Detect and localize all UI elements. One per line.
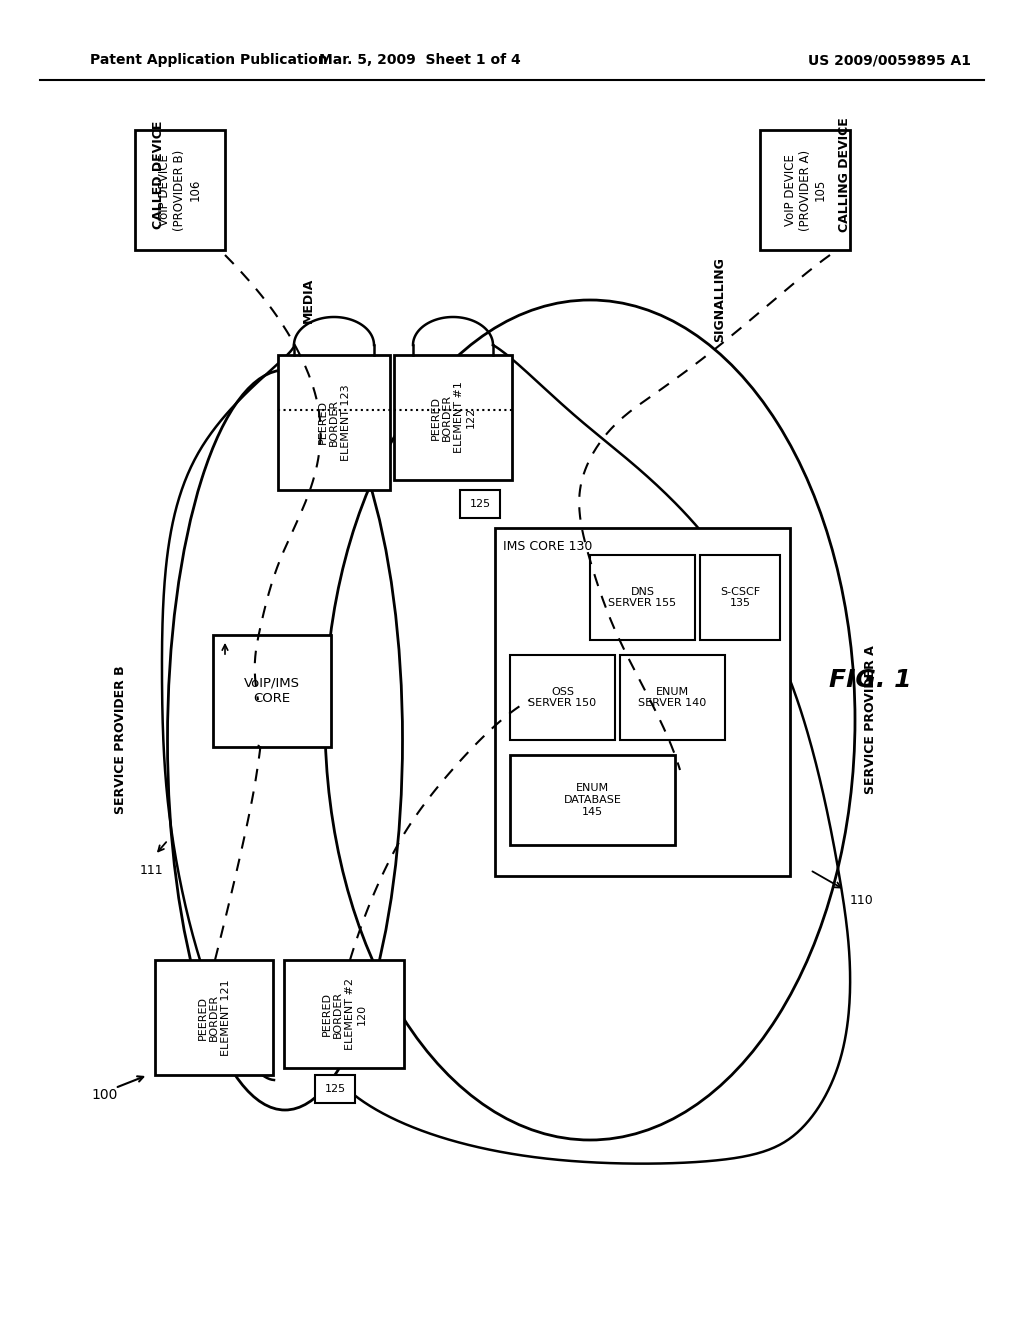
Text: 111: 111 <box>140 863 164 876</box>
Text: PEERED
BORDER
ELEMENT #2
120: PEERED BORDER ELEMENT #2 120 <box>322 978 367 1049</box>
Bar <box>620 655 725 741</box>
Text: VoIP/IMS
CORE: VoIP/IMS CORE <box>244 677 300 705</box>
Bar <box>760 129 850 249</box>
Text: CALLED DEVICE: CALLED DEVICE <box>152 121 165 230</box>
Text: SIGNALLING: SIGNALLING <box>714 257 726 342</box>
Bar <box>700 554 780 640</box>
Text: PEERED
BORDER
ELEMENT 123: PEERED BORDER ELEMENT 123 <box>317 384 350 461</box>
Bar <box>590 554 695 640</box>
Bar <box>460 490 500 517</box>
Bar <box>495 528 790 876</box>
Text: PEERED
BORDER
ELEMENT 121: PEERED BORDER ELEMENT 121 <box>198 979 230 1056</box>
Text: PEERED
BORDER
ELEMENT #1
122: PEERED BORDER ELEMENT #1 122 <box>431 381 475 454</box>
Text: MEDIA: MEDIA <box>301 277 314 322</box>
Text: OSS
SERVER 150: OSS SERVER 150 <box>528 686 597 709</box>
Bar <box>155 960 273 1074</box>
Bar <box>278 355 390 490</box>
Bar <box>510 655 615 741</box>
Text: CALLING DEVICE: CALLING DEVICE <box>839 117 852 232</box>
Bar <box>135 129 225 249</box>
Text: Patent Application Publication: Patent Application Publication <box>90 53 328 67</box>
Text: 125: 125 <box>469 499 490 510</box>
Text: Mar. 5, 2009  Sheet 1 of 4: Mar. 5, 2009 Sheet 1 of 4 <box>319 53 521 67</box>
Bar <box>394 355 512 480</box>
Text: US 2009/0059895 A1: US 2009/0059895 A1 <box>809 53 972 67</box>
Bar <box>510 755 675 845</box>
Text: SERVICE PROVIDER A: SERVICE PROVIDER A <box>863 645 877 795</box>
Text: SERVICE PROVIDER B: SERVICE PROVIDER B <box>114 665 127 814</box>
Text: FIG. 1: FIG. 1 <box>828 668 911 692</box>
Text: IMS CORE 130: IMS CORE 130 <box>503 540 592 553</box>
Text: 110: 110 <box>850 894 873 907</box>
Text: S-CSCF
135: S-CSCF 135 <box>720 586 760 609</box>
Bar <box>213 635 331 747</box>
Text: ENUM
SERVER 140: ENUM SERVER 140 <box>638 686 707 709</box>
Bar <box>284 960 404 1068</box>
Text: DNS
SERVER 155: DNS SERVER 155 <box>608 586 677 609</box>
Text: VoIP DEVICE
(PROVIDER B)
106: VoIP DEVICE (PROVIDER B) 106 <box>159 149 202 231</box>
Bar <box>315 1074 355 1104</box>
Text: 125: 125 <box>325 1084 345 1094</box>
Text: 100: 100 <box>92 1088 118 1102</box>
Text: VoIP DEVICE
(PROVIDER A)
105: VoIP DEVICE (PROVIDER A) 105 <box>783 149 826 231</box>
Text: ENUM
DATABASE
145: ENUM DATABASE 145 <box>563 783 622 817</box>
